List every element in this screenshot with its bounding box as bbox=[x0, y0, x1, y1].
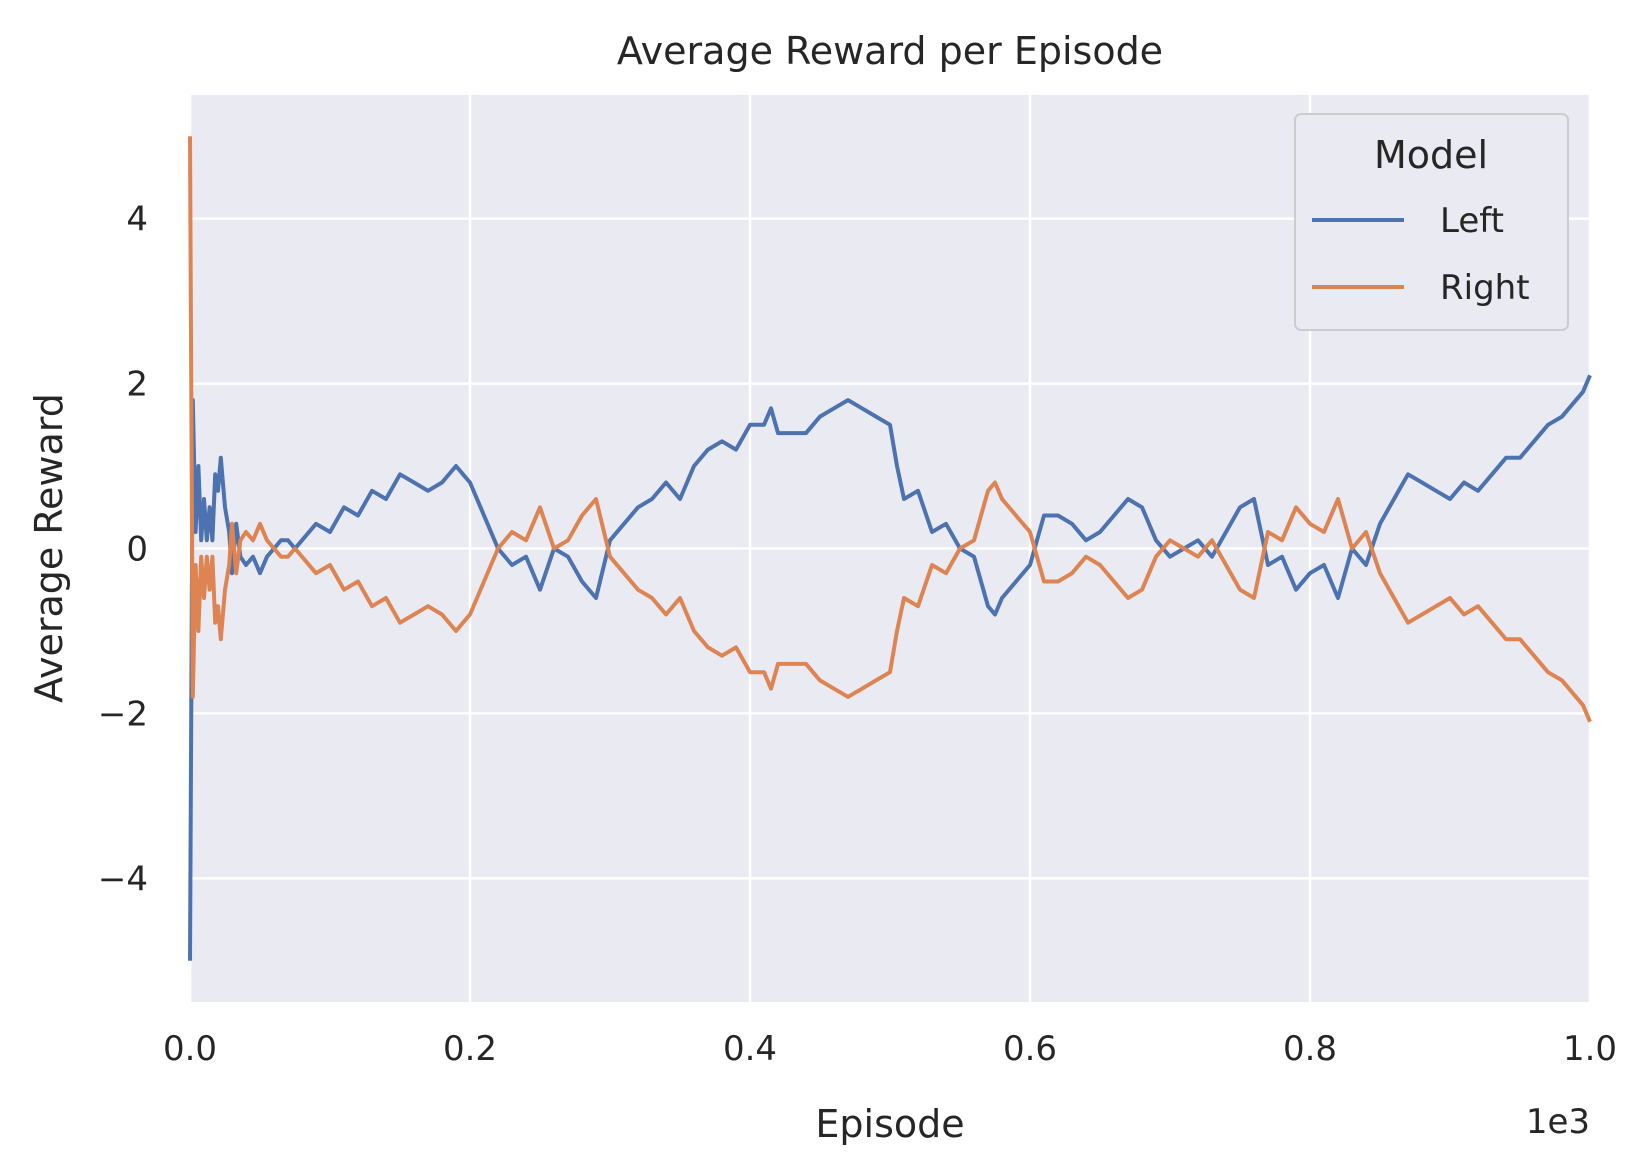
chart-title: Average Reward per Episode bbox=[617, 29, 1163, 73]
series-line-left bbox=[188, 374, 1592, 961]
x-tick-label: 0.2 bbox=[443, 1029, 497, 1069]
legend-box bbox=[1294, 113, 1569, 331]
legend-label-right: Right bbox=[1440, 268, 1530, 308]
x-axis-label: Episode bbox=[815, 1102, 964, 1146]
y-tick-label: −2 bbox=[98, 694, 148, 734]
y-axis-label: Average Reward bbox=[27, 393, 71, 703]
y-tick-label: 4 bbox=[126, 200, 148, 240]
x-tick-label: 0.4 bbox=[723, 1029, 777, 1069]
legend-title: Model bbox=[1374, 133, 1488, 177]
x-tick-label: 0.0 bbox=[163, 1029, 217, 1069]
series-lines bbox=[188, 136, 1592, 961]
grid bbox=[188, 95, 1592, 1002]
x-tick-label: 1.0 bbox=[1563, 1029, 1617, 1069]
series-line-right bbox=[188, 136, 1592, 723]
y-tick-labels: 4 2 0 −2 −4 bbox=[98, 200, 148, 900]
x-tick-label: 0.8 bbox=[1283, 1029, 1337, 1069]
legend: Model Left Right bbox=[1294, 113, 1569, 331]
x-offset-text: 1e3 bbox=[1526, 1102, 1590, 1142]
y-tick-label: 2 bbox=[126, 365, 148, 405]
x-tick-labels: 0.0 0.2 0.4 0.6 0.8 1.0 bbox=[163, 1029, 1617, 1069]
legend-label-left: Left bbox=[1440, 201, 1504, 241]
x-tick-label: 0.6 bbox=[1003, 1029, 1057, 1069]
y-tick-label: −4 bbox=[98, 859, 148, 899]
y-tick-label: 0 bbox=[126, 530, 148, 570]
